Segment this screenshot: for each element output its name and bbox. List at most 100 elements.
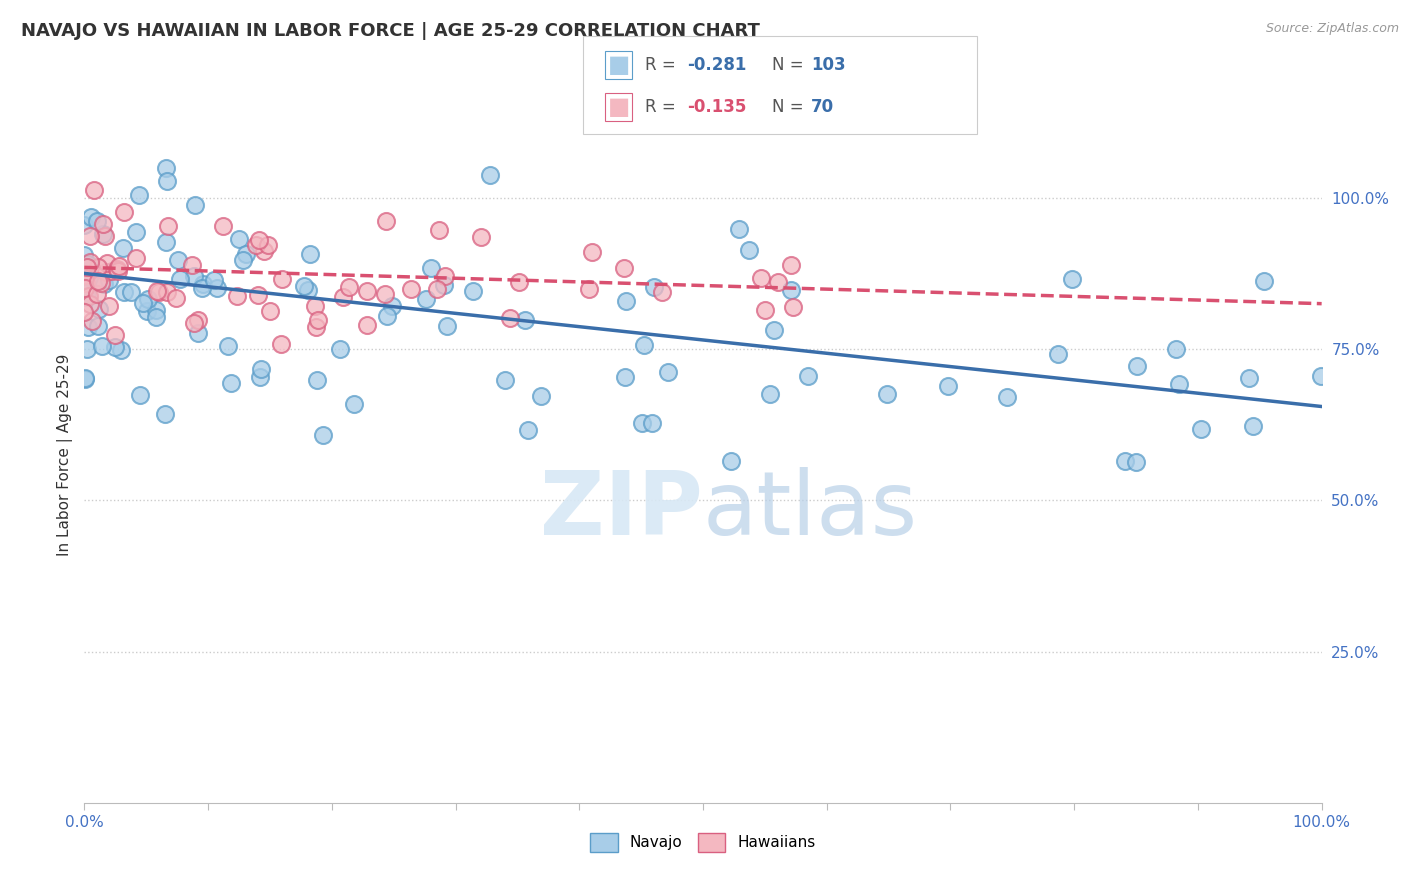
Point: [433, 278, 456, 293]
Point: [148, 285, 170, 300]
Point: [132, 296, 155, 310]
Point: [112, 204, 135, 219]
Point: [759, 387, 782, 401]
Point: [77, 320, 100, 334]
Point: [226, 289, 249, 303]
Point: [77, 270, 100, 285]
Point: [79, 296, 101, 310]
Point: [76, 289, 98, 303]
Point: [298, 247, 321, 261]
Point: [297, 283, 319, 297]
Text: N =: N =: [772, 56, 808, 74]
Point: [128, 188, 150, 202]
Point: [80, 314, 103, 328]
Point: [94, 265, 117, 279]
Point: [75, 285, 97, 300]
Point: [80, 210, 103, 224]
Point: [73, 370, 96, 384]
Point: [247, 288, 270, 302]
Point: [1253, 274, 1275, 288]
Point: [75, 276, 97, 290]
Point: [253, 244, 276, 258]
Point: [221, 376, 243, 390]
Point: [183, 268, 205, 283]
Point: [478, 168, 501, 182]
Point: [1309, 368, 1331, 383]
Point: [332, 289, 354, 303]
Point: [181, 258, 204, 272]
Point: [77, 258, 100, 272]
Point: [256, 238, 278, 252]
Point: [304, 299, 326, 313]
Point: [249, 369, 271, 384]
Point: [578, 282, 600, 296]
Point: [513, 312, 536, 326]
Point: [420, 261, 443, 276]
Point: [73, 267, 96, 281]
Point: [156, 285, 179, 299]
Point: [780, 258, 803, 272]
Point: [73, 305, 96, 319]
Point: [205, 281, 228, 295]
Point: [250, 362, 273, 376]
Point: [343, 397, 366, 411]
Point: [415, 292, 437, 306]
Point: [247, 233, 270, 247]
Point: [217, 339, 239, 353]
Point: [100, 263, 122, 277]
Point: [643, 279, 665, 293]
Text: -0.135: -0.135: [688, 98, 747, 116]
Point: [128, 388, 150, 402]
Point: [995, 390, 1018, 404]
Point: [630, 416, 652, 430]
Text: ■: ■: [607, 54, 630, 77]
Point: [146, 284, 169, 298]
Point: [93, 277, 115, 291]
Text: R =: R =: [645, 56, 682, 74]
Text: 70: 70: [811, 98, 834, 116]
Point: [749, 271, 772, 285]
Point: [312, 428, 335, 442]
Text: ZIP: ZIP: [540, 467, 703, 554]
Point: [87, 260, 110, 275]
Point: [374, 286, 396, 301]
Point: [125, 225, 148, 239]
Point: [155, 235, 177, 249]
Text: NAVAJO VS HAWAIIAN IN LABOR FORCE | AGE 25-29 CORRELATION CHART: NAVAJO VS HAWAIIAN IN LABOR FORCE | AGE …: [21, 22, 761, 40]
Point: [77, 280, 100, 294]
Point: [426, 282, 449, 296]
Point: [427, 223, 450, 237]
Point: [1060, 271, 1083, 285]
Point: [86, 214, 108, 228]
Point: [633, 338, 655, 352]
Point: [651, 285, 673, 299]
Point: [96, 256, 118, 270]
Point: [461, 284, 484, 298]
Point: [259, 304, 281, 318]
Point: [1125, 454, 1147, 468]
Point: [498, 311, 520, 326]
Point: [165, 291, 187, 305]
Point: [517, 423, 540, 437]
Point: [1046, 347, 1069, 361]
Point: [433, 268, 456, 283]
Legend: Navajo, Hawaiians: Navajo, Hawaiians: [583, 827, 823, 858]
Point: [657, 365, 679, 379]
Point: [211, 219, 233, 233]
Point: [202, 273, 225, 287]
Point: [105, 262, 128, 277]
Y-axis label: In Labor Force | Age 25-29: In Labor Force | Age 25-29: [58, 354, 73, 556]
Point: [720, 454, 742, 468]
Point: [356, 318, 378, 332]
Point: [91, 217, 114, 231]
Point: [581, 245, 603, 260]
Point: [356, 284, 378, 298]
Point: [727, 222, 749, 236]
Point: [184, 198, 207, 212]
Point: [124, 251, 146, 265]
Point: [228, 232, 250, 246]
Point: [245, 238, 267, 252]
Point: [120, 285, 142, 300]
Point: [191, 277, 214, 292]
Point: [90, 276, 112, 290]
